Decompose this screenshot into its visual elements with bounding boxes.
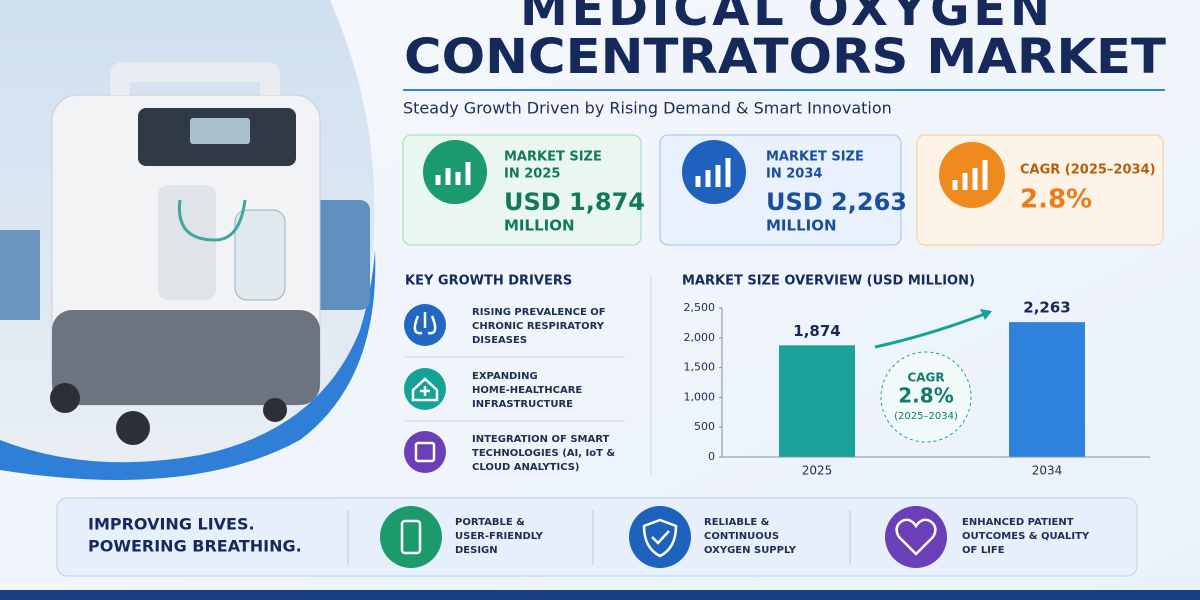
card-label: CAGR (2025–2034)	[1020, 163, 1156, 178]
feature-text: ENHANCED PATIENT	[962, 517, 1074, 528]
y-tick-label: 2,500	[684, 301, 716, 314]
tagline: POWERING BREATHING.	[88, 537, 302, 556]
driver-text: CLOUD ANALYTICS)	[472, 462, 580, 473]
x-tick-label: 2025	[802, 464, 833, 478]
driver-text: INTEGRATION OF SMART	[472, 434, 609, 445]
driver-text: DISEASES	[472, 335, 527, 346]
y-tick-label: 2,000	[684, 331, 716, 344]
card: CAGR (2025–2034) 2.8%	[916, 134, 1164, 246]
footer: IMPROVING LIVES. POWERING BREATHING. POR…	[56, 497, 1138, 577]
driver-text: HOME-HEALTHCARE	[472, 385, 582, 396]
card-value: USD 1,874	[504, 188, 645, 216]
cagr-badge	[880, 351, 972, 443]
annotation: CAGR	[907, 371, 944, 385]
tagline: IMPROVING LIVES.	[88, 515, 255, 534]
card-value: MILLION	[766, 217, 837, 235]
driver-text: EXPANDING	[472, 371, 538, 382]
driver: RISING PREVALENCE OF CHRONIC RESPIRATORY…	[404, 304, 625, 358]
section-title: KEY GROWTH DRIVERS	[405, 274, 572, 289]
driver: INTEGRATION OF SMART TECHNOLOGIES (AI, I…	[404, 431, 615, 473]
feature-text: RELIABLE &	[704, 517, 770, 528]
annotation: (2025–2034)	[894, 411, 958, 422]
subtitle: Steady Growth Driven by Rising Demand & …	[403, 99, 892, 118]
value-label: 1,874	[793, 322, 840, 340]
annotation: 2.8%	[898, 384, 953, 408]
card: MARKET SIZE IN 2025 USD 1,874 MILLION	[402, 134, 645, 246]
card: MARKET SIZE IN 2034 USD 2,263 MILLION	[659, 134, 907, 246]
driver-text: INFRASTRUCTURE	[472, 399, 573, 410]
feature-text: OF LIFE	[962, 545, 1005, 556]
product-photo	[0, 0, 376, 480]
trend-arrow	[980, 309, 992, 320]
feature-text: USER-FRIENDLY	[455, 531, 544, 542]
card-value: 2.8%	[1020, 185, 1092, 215]
title-line: CONCENTRATORS MARKET	[404, 29, 1166, 85]
y-tick-label: 1,500	[684, 361, 716, 374]
value-label: 2,263	[1023, 299, 1070, 317]
bar-chart: MARKET SIZE OVERVIEW (USD MILLION) 2,263…	[682, 274, 1150, 478]
feature-text: OUTCOMES & QUALITY	[962, 531, 1090, 542]
x-tick-label: 2034	[1032, 464, 1063, 478]
driver-text: CHRONIC RESPIRATORY	[472, 321, 605, 332]
driver: EXPANDING HOME-HEALTHCARE INFRASTRUCTURE	[404, 368, 625, 422]
feature-text: DESIGN	[455, 545, 498, 556]
card-value: USD 2,263	[766, 188, 907, 216]
y-tick-label: 0	[708, 450, 715, 463]
card-label: IN 2025	[504, 167, 560, 182]
y-tick-label: 500	[694, 420, 715, 433]
bar	[1009, 322, 1085, 457]
driver-text: RISING PREVALENCE OF	[472, 307, 606, 318]
feature-text: CONTINUOUS	[704, 531, 779, 542]
trend-arrow	[874, 310, 991, 349]
bottom-stripe	[0, 590, 1200, 600]
card-label: MARKET SIZE	[766, 150, 864, 165]
feature-text: PORTABLE &	[455, 517, 525, 528]
card-label: IN 2034	[766, 167, 822, 182]
driver-text: TECHNOLOGIES (AI, IoT &	[472, 448, 615, 459]
chart-title: MARKET SIZE OVERVIEW (USD MILLION)	[682, 274, 975, 289]
y-tick-label: 1,000	[684, 390, 716, 403]
card-label: MARKET SIZE	[504, 150, 602, 165]
bar	[779, 345, 855, 457]
feature-text: OXYGEN SUPPLY	[704, 545, 797, 556]
card-value: MILLION	[504, 217, 575, 235]
